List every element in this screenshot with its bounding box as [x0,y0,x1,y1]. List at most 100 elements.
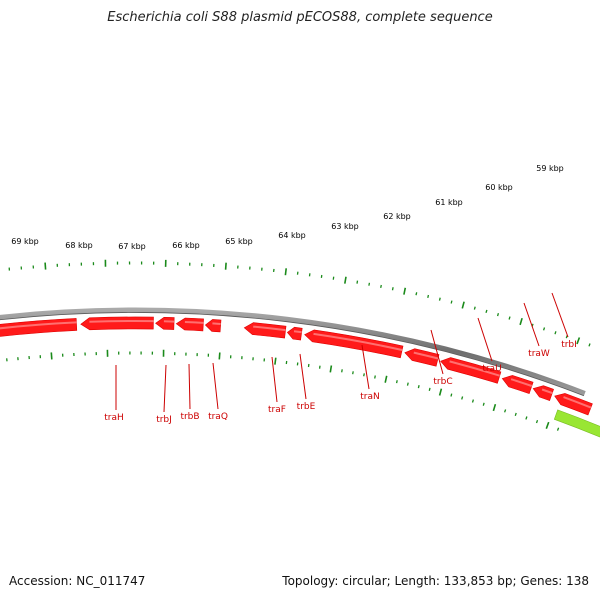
gene-leader-line [430,329,444,375]
gene-label-traH: traH [104,413,124,423]
scale-label: 63 kbp [331,222,359,231]
inner-minor-tick [395,380,398,384]
inner-minor-tick [461,396,464,400]
gene-arrow-highlight [293,330,302,334]
gene-leader-line [551,292,569,338]
outer-minor-tick [391,287,394,291]
scale-label: 59 kbp [536,164,564,173]
outer-minor-tick [368,282,371,286]
outer-major-tick [284,268,287,276]
gene-leader-line [299,353,307,400]
outer-minor-tick [496,313,500,317]
gene-label-trbE: trbE [297,402,316,412]
backbone-arc [0,307,586,396]
scale-label: 65 kbp [225,237,253,246]
gene-arrow-highlight [510,378,533,387]
inner-minor-tick [406,382,409,386]
scale-label: 66 kbp [172,241,200,250]
outer-minor-tick [473,306,476,310]
gene-arrow-highlight [449,360,500,377]
gene-label-traQ: traQ [208,412,228,422]
gene-leader-line [188,363,191,410]
gene-arrow [204,319,222,333]
gene-leader-line [477,317,493,362]
gene-arrow-highlight [541,388,553,395]
scale-label-layer: 69 kbp 68 kbp 67 kbp 66 kbp 65 kbp 64 kbp 63 k… [11,164,564,251]
inner-minor-tick [535,419,539,424]
gene-label-traN: traN [360,392,379,402]
outer-minor-tick [554,331,557,335]
inner-minor-tick [352,371,354,375]
gene-arrow [501,375,534,394]
accession-label: Accession: NC_011747 [9,574,146,588]
inner-tick-ring [6,349,560,431]
scale-label: 60 kbp [485,183,513,192]
inner-major-tick [438,388,443,396]
inner-major-tick [492,403,497,412]
gene-arrow [554,393,593,416]
inner-major-tick [545,421,550,429]
outer-minor-tick [588,343,591,347]
outer-minor-tick [380,284,382,289]
outer-minor-tick [427,294,430,299]
gene-label-trbB: trbB [180,412,199,422]
gene-arrow-highlight [313,332,403,351]
gene-label-layer: traH trbJ trbB traQ traF trbE traN trbC traU traW… [104,292,577,425]
scale-label: 67 kbp [118,242,146,251]
inner-major-tick [218,352,221,360]
backbone-edge [0,312,585,397]
gene-leader-line [271,356,278,403]
gene-label-trbJ: trbJ [156,415,172,425]
inner-major-tick [274,357,277,365]
outer-major-tick [403,287,407,295]
outer-major-tick [519,317,523,326]
scale-label: 68 kbp [65,241,93,250]
gene-label-traF: traF [268,405,286,415]
sequence-backbone [0,307,586,397]
scale-label: 64 kbp [278,231,306,240]
topology-summary: Topology: circular; Length: 133,853 bp; … [282,574,589,588]
outer-major-tick [461,301,465,309]
inner-minor-tick [503,409,507,413]
inner-major-tick [329,365,333,373]
gene-label-traW: traW [528,349,550,359]
map-title: Escherichia coli S88 plasmid pECOS88, co… [107,10,493,25]
gene-arrow-highlight [212,322,221,325]
gene-arrow [175,317,204,332]
gene-arrow-highlight [413,351,439,360]
outer-minor-tick [415,292,418,296]
outer-minor-tick [356,280,359,284]
highlighted-gene [553,409,600,438]
gene-label-trbC: trbC [433,377,452,387]
gene-leader-line [163,364,167,413]
outer-major-tick [224,262,227,270]
inner-minor-tick [471,399,475,403]
inner-minor-tick [514,412,517,416]
scale-label: 61 kbp [435,198,463,207]
gene-label-traU: traU [482,364,501,374]
inner-minor-tick [417,385,420,389]
outer-minor-tick [542,327,546,331]
gene-leader-line [523,302,540,347]
inner-minor-tick [363,373,365,377]
outer-minor-tick [485,309,488,313]
scale-label: 69 kbp [11,237,39,246]
inner-minor-tick [374,375,376,379]
gene-track [0,316,600,438]
gene-leader-line [212,362,219,410]
inner-minor-tick [341,369,343,373]
outer-minor-tick [450,300,453,304]
gene-arrow-highlight [89,319,154,323]
gene-arrow-highlight [184,321,204,324]
gene-leader-line [361,344,370,390]
inner-major-tick [384,375,388,383]
inner-major-tick [50,352,53,360]
scale-label: 62 kbp [383,212,411,221]
gene-label-trbI: trbI [561,340,577,350]
outer-minor-tick [508,316,511,320]
outer-major-tick [44,262,47,270]
inner-minor-tick [482,402,485,406]
gene-arrow [404,348,440,367]
outer-major-tick [576,337,581,345]
